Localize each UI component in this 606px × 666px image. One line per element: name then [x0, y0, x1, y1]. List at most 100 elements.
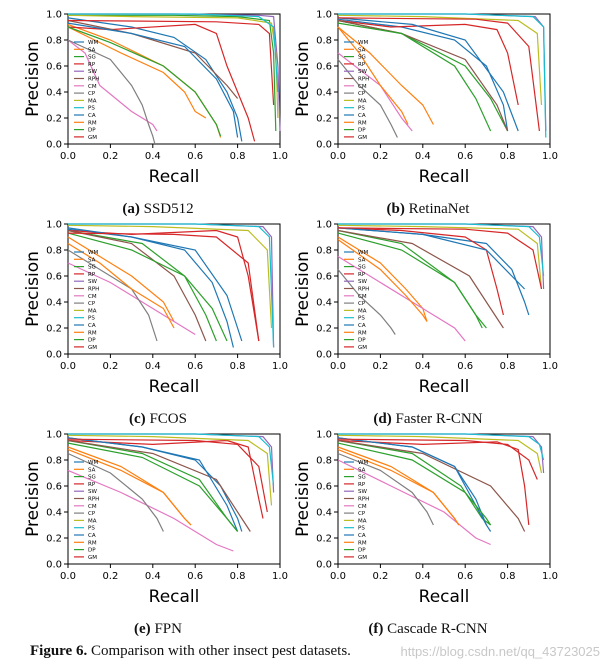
- legend-label-cm: CM: [358, 84, 367, 90]
- legend-label-ma: MA: [358, 518, 367, 524]
- legend-label-dp: DP: [358, 128, 366, 134]
- series-line-cp: [67, 452, 164, 532]
- x-tick-label: 0.0: [330, 571, 346, 582]
- series-line-cp: [337, 269, 396, 335]
- x-tick-label: 1.0: [272, 571, 288, 582]
- chart-svg-d: 0.0 0.2 0.4 0.6 0.8 1.0 0.0 0.2 0.4 0.6 0.8 1.0 Reca…: [293, 220, 558, 398]
- series-line-rm: [67, 242, 175, 329]
- x-axis-label: Recall: [419, 167, 470, 187]
- series-line-ps: [68, 223, 275, 348]
- series-line-sg: [337, 439, 491, 526]
- series-line-cm: [67, 262, 196, 336]
- caption-c-letter: (c): [129, 411, 146, 427]
- chart-svg-b: 0.0 0.2 0.4 0.6 0.8 1.0 0.0 0.2 0.4 0.6 0.8 1.0 Reca…: [293, 10, 558, 188]
- caption-e-letter: (e): [134, 621, 151, 637]
- legend-label-rph: RPH: [358, 497, 369, 503]
- legend-label-wm: WM: [88, 460, 98, 466]
- series-line-dp: [337, 232, 487, 329]
- legend-label-sg: SG: [358, 475, 366, 481]
- series-line-rm: [67, 26, 207, 119]
- series-line-ma: [337, 434, 543, 474]
- legend-label-ps: PS: [88, 526, 95, 532]
- legend-label-wm: WM: [88, 250, 98, 256]
- y-tick-label: 0.8: [316, 246, 332, 257]
- series-line-ca: [337, 17, 519, 132]
- y-tick-label: 1.0: [46, 10, 62, 21]
- series-line-rm: [337, 26, 409, 125]
- x-tick-label: 0.2: [102, 151, 118, 162]
- series-line-ps: [338, 13, 547, 138]
- y-tick-label: 0.6: [316, 272, 332, 283]
- legend-label-ps: PS: [358, 106, 365, 112]
- x-tick-label: 0.6: [187, 151, 203, 162]
- y-tick-label: 0.2: [46, 114, 62, 125]
- plot-frame: [67, 433, 281, 565]
- y-tick-label: 0.4: [46, 508, 62, 519]
- series-line-cm: [67, 39, 158, 132]
- x-tick-label: 0.4: [415, 571, 431, 582]
- x-tick-label: 1.0: [542, 151, 558, 162]
- legend-label-ma: MA: [88, 518, 97, 524]
- series-line-dp: [67, 232, 228, 342]
- y-tick-label: 0.8: [46, 456, 62, 467]
- legend-label-sa: SA: [358, 47, 366, 53]
- series-line-ma: [337, 224, 543, 290]
- chart-panel-c: 0.0 0.2 0.4 0.6 0.8 1.0 0.0 0.2 0.4 0.6 0.8 1.0 Reca…: [18, 218, 288, 410]
- y-tick-label: 0.2: [46, 534, 62, 545]
- series-line-ma: [337, 14, 543, 106]
- series-line-gm: [67, 438, 268, 513]
- legend-label-wm: WM: [358, 40, 368, 46]
- series-line-cm: [337, 459, 491, 546]
- legend-label-sw: SW: [358, 489, 367, 495]
- caption-e: (e) FPN: [28, 621, 288, 638]
- series-line-sg: [68, 14, 277, 132]
- chart-panel-f: 0.0 0.2 0.4 0.6 0.8 1.0 0.0 0.2 0.4 0.6 0.8 1.0 Reca…: [288, 428, 558, 620]
- chart-svg-a: 0.0 0.2 0.4 0.6 0.8 1.0 0.0 0.2 0.4 0.6 0.8 1.0 Reca…: [23, 10, 288, 188]
- x-tick-label: 0.2: [372, 571, 388, 582]
- x-tick-label: 0.8: [500, 151, 516, 162]
- x-tick-label: 0.0: [330, 361, 346, 372]
- legend-label-ps: PS: [88, 316, 95, 322]
- x-tick-label: 0.8: [230, 571, 246, 582]
- x-axis-label: Recall: [149, 587, 200, 607]
- series-line-ps: [68, 433, 275, 487]
- caption-e-text: FPN: [154, 621, 182, 637]
- legend-label-rp: RP: [88, 482, 96, 488]
- y-tick-label: 0.6: [46, 62, 62, 73]
- legend-label-sa: SA: [88, 47, 96, 53]
- y-axis-label: Precision: [293, 461, 313, 537]
- caption-b-text: RetinaNet: [408, 201, 470, 217]
- y-tick-label: 0.0: [316, 350, 332, 361]
- legend-label-rp: RP: [88, 272, 96, 278]
- legend-label-cm: CM: [88, 504, 97, 510]
- legend-label-dp: DP: [88, 548, 96, 554]
- legend-label-rp: RP: [88, 62, 96, 68]
- y-tick-label: 0.8: [46, 246, 62, 257]
- series-line-ps: [338, 223, 545, 277]
- series-line-rm: [337, 239, 428, 322]
- x-tick-label: 0.8: [500, 571, 516, 582]
- y-tick-label: 0.4: [316, 508, 332, 519]
- legend-label-wm: WM: [358, 460, 368, 466]
- y-tick-label: 1.0: [316, 220, 332, 231]
- chart-svg-e: 0.0 0.2 0.4 0.6 0.8 1.0 0.0 0.2 0.4 0.6 0.8 1.0 Reca…: [23, 430, 288, 608]
- series-line-ps: [68, 13, 279, 93]
- legend-label-sw: SW: [88, 69, 97, 75]
- legend-label-ca: CA: [88, 323, 96, 329]
- legend-label-ps: PS: [88, 106, 95, 112]
- caption-f-text: Cascade R-CNN: [387, 621, 488, 637]
- series-line-wm: [337, 18, 509, 132]
- series-line-dp: [67, 442, 239, 532]
- series-line-rp: [337, 19, 519, 106]
- x-tick-label: 0.8: [500, 361, 516, 372]
- legend-label-rm: RM: [88, 330, 97, 336]
- y-tick-label: 0.6: [46, 482, 62, 493]
- x-tick-label: 0.0: [60, 151, 76, 162]
- legend-label-rph: RPH: [88, 497, 99, 503]
- chart-panel-d: 0.0 0.2 0.4 0.6 0.8 1.0 0.0 0.2 0.4 0.6 0.8 1.0 Reca…: [288, 218, 558, 410]
- x-axis-label: Recall: [149, 377, 200, 397]
- x-tick-label: 1.0: [542, 571, 558, 582]
- y-tick-label: 0.4: [46, 88, 62, 99]
- legend-label-gm: GM: [358, 555, 367, 561]
- legend-label-rph: RPH: [88, 287, 99, 293]
